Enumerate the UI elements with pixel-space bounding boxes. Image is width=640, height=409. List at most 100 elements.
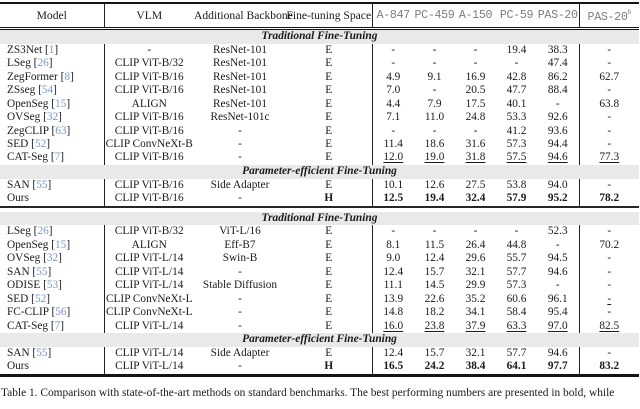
citation-link[interactable]: 26 xyxy=(37,57,49,70)
vlm-cell: CLIP ViT-B/16 xyxy=(114,70,184,83)
citation-link[interactable]: 54 xyxy=(41,84,54,97)
value-cell: 57.7 xyxy=(506,346,527,359)
value-cell: - xyxy=(391,43,396,56)
value-cell: - xyxy=(537,279,580,293)
backbone-cell: ResNet-101c xyxy=(210,111,270,124)
citation-link[interactable]: 55 xyxy=(36,178,48,191)
value-cell: 35.2 xyxy=(465,292,486,305)
backbone-cell: - xyxy=(238,319,242,332)
model-cell: OpenSeg [15] xyxy=(0,238,105,253)
table-row: OpenSeg [15] ALIGN ResNet-101 E 4.4 7.9 17.5 40… xyxy=(0,97,639,112)
value-cell: 97.0 xyxy=(537,319,580,333)
value-cell: 7.0 xyxy=(386,84,401,97)
value-cell: 63.3 xyxy=(506,319,527,332)
value-cell: 11.1 xyxy=(383,279,403,292)
value-cell: - xyxy=(607,292,612,305)
col-header-pas20b: PAS-20b xyxy=(579,3,639,30)
value-cell: 27.5 xyxy=(465,178,486,191)
table-row: ZSseg [54] CLIP ViT-B/16 ResNet-101 E 7.0 - 20… xyxy=(0,84,639,98)
citation-link[interactable]: 32 xyxy=(46,111,59,124)
value-cell: 32.1 xyxy=(465,265,486,278)
finetuning-space-cell: E xyxy=(286,225,373,239)
value-cell: 22.6 xyxy=(424,292,445,305)
value-cell: 34.1 xyxy=(465,306,486,319)
value-cell: - xyxy=(607,225,612,238)
value-cell: 38.4 xyxy=(465,360,486,373)
value-cell: - xyxy=(473,43,478,56)
model-cell: SAN [55] xyxy=(0,265,105,280)
finetuning-space-cell: E xyxy=(286,57,373,71)
value-cell: 63.8 xyxy=(599,97,620,110)
citation-link[interactable]: 15 xyxy=(55,97,67,110)
finetuning-space-cell: E xyxy=(286,306,373,320)
backbone-cell: Eff-B7 xyxy=(224,238,256,251)
value-cell: 83.2 xyxy=(599,360,620,373)
citation-link[interactable]: 63 xyxy=(55,124,67,137)
backbone-cell: - xyxy=(238,292,242,305)
value-cell: - xyxy=(607,111,612,124)
section-header-label: Traditional Fine-Tuning xyxy=(0,211,639,226)
finetuning-space-cell: E xyxy=(286,319,373,333)
citation-link[interactable]: 7 xyxy=(54,151,61,164)
finetuning-space-cell: E xyxy=(286,151,373,165)
model-cell: OVSeg [32] xyxy=(0,252,105,266)
citation-link[interactable]: 55 xyxy=(36,265,48,278)
citation-link[interactable]: 7 xyxy=(54,319,61,332)
citation-link[interactable]: 55 xyxy=(36,346,48,359)
citation-link[interactable]: 56 xyxy=(55,306,67,319)
finetuning-space-cell: E xyxy=(286,238,373,253)
value-cell: 32.4 xyxy=(465,192,486,205)
finetuning-space-cell: E xyxy=(286,97,373,112)
model-cell: LSeg [26] xyxy=(0,57,105,71)
value-cell: 94.0 xyxy=(537,178,580,193)
value-cell: 57.3 xyxy=(506,279,527,292)
model-cell: ZS3Net [1] xyxy=(0,43,105,58)
vlm-cell: CLIP ViT-L/14 xyxy=(115,360,184,373)
value-cell: 77.3 xyxy=(599,151,620,164)
table-row: SED [52] CLIP ConvNeXt-B - E 11.4 18.6 31.6 57.… xyxy=(0,137,639,152)
citation-link[interactable]: 8 xyxy=(64,70,71,83)
backbone-cell: - xyxy=(238,137,242,150)
value-cell: 23.8 xyxy=(424,319,445,332)
group-separator-rule xyxy=(0,205,639,212)
value-cell: 55.7 xyxy=(506,252,527,265)
citation-link[interactable]: 1 xyxy=(48,43,55,56)
value-cell: - xyxy=(391,124,396,137)
value-cell: - xyxy=(537,238,580,253)
vlm-cell: CLIP ViT-B/16 xyxy=(114,192,184,205)
value-cell: - xyxy=(473,124,478,137)
value-cell: - xyxy=(607,43,612,56)
value-cell: 11.5 xyxy=(424,238,445,251)
value-cell: - xyxy=(607,57,612,70)
value-cell: 4.9 xyxy=(386,70,401,83)
value-cell: 37.9 xyxy=(465,319,486,332)
citation-link[interactable]: 52 xyxy=(34,292,47,305)
table-row: LSeg [26] CLIP ViT-B/32 ViT-L/16 E - - - - 52.3 - xyxy=(0,225,639,239)
value-cell: 11.4 xyxy=(383,137,403,150)
value-cell: 57.9 xyxy=(506,192,527,205)
value-cell: - xyxy=(432,57,437,70)
citation-link[interactable]: 32 xyxy=(46,252,59,265)
value-cell: 16.0 xyxy=(383,319,404,332)
citation-link[interactable]: 52 xyxy=(34,137,47,150)
table-caption: Table 1. Comparison with state-of-the-ar… xyxy=(1,386,615,399)
finetuning-space-cell: H xyxy=(286,192,373,207)
table-row: ZegFormer [8] CLIP ViT-B/16 ResNet-101 E 4.9… xyxy=(0,70,639,85)
backbone-cell: - xyxy=(238,124,242,137)
citation-link[interactable]: 53 xyxy=(46,279,59,292)
model-cell: Ours xyxy=(0,192,105,207)
citation-link[interactable]: 26 xyxy=(37,225,49,238)
value-cell: 15.7 xyxy=(424,346,445,359)
value-cell: - xyxy=(432,84,437,97)
value-cell: 42.8 xyxy=(506,70,527,83)
backbone-cell: - xyxy=(238,151,242,164)
vlm-cell: CLIP ViT-L/14 xyxy=(115,265,184,278)
table-row: OVSeg [32] CLIP ViT-B/16 ResNet-101c E 7.1 11… xyxy=(0,111,639,125)
value-cell: - xyxy=(391,225,396,238)
backbone-cell: ResNet-101 xyxy=(213,43,267,56)
value-cell: 31.8 xyxy=(465,151,486,164)
value-cell: 16.9 xyxy=(465,70,486,83)
backbone-cell: Swin-B xyxy=(222,252,258,265)
model-cell: OVSeg [32] xyxy=(0,111,105,125)
citation-link[interactable]: 15 xyxy=(55,238,67,251)
